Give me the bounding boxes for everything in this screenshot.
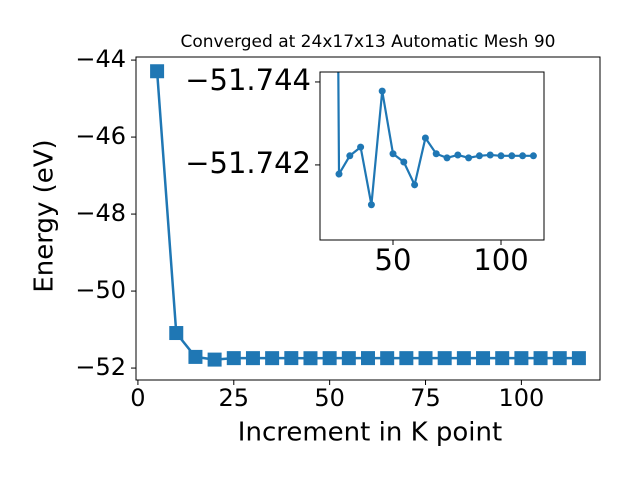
y-tick-label: −48 xyxy=(75,199,126,227)
data-point xyxy=(341,351,356,366)
data-point xyxy=(508,152,516,160)
x-tick-label: 25 xyxy=(219,384,250,412)
data-point xyxy=(533,351,548,366)
data-point xyxy=(497,152,505,160)
plot-area xyxy=(335,72,537,209)
data-point xyxy=(519,152,527,160)
data-point xyxy=(389,150,397,158)
x-tick-label: 50 xyxy=(314,384,345,412)
data-point xyxy=(207,352,222,367)
data-point xyxy=(465,154,473,162)
x-axis-label: Increment in K point xyxy=(238,418,502,448)
data-point xyxy=(552,351,567,366)
y-tick-label: −44 xyxy=(75,45,126,73)
data-point xyxy=(367,201,375,209)
data-point xyxy=(226,351,241,366)
x-tick-label: 50 xyxy=(375,243,412,277)
data-point xyxy=(437,351,452,366)
data-point xyxy=(529,152,537,160)
y-tick-label: −51.744 xyxy=(185,63,311,97)
data-point xyxy=(432,150,440,158)
data-point xyxy=(335,170,343,178)
data-point xyxy=(443,154,451,162)
data-point xyxy=(150,64,165,79)
data-point xyxy=(399,351,414,366)
data-point xyxy=(357,143,365,151)
x-tick-label: 100 xyxy=(473,243,528,277)
data-point xyxy=(265,351,280,366)
x-tick-label: 0 xyxy=(130,384,145,412)
data-point xyxy=(454,151,462,159)
data-point xyxy=(411,181,419,189)
axes-frame xyxy=(135,56,601,381)
data-point xyxy=(169,326,184,341)
x-tick-label: 75 xyxy=(410,384,441,412)
y-tick-label: −50 xyxy=(75,276,126,304)
data-point xyxy=(380,351,395,366)
x-tick-label: 100 xyxy=(498,384,544,412)
data-point xyxy=(284,351,299,366)
axes-frame xyxy=(319,71,545,241)
data-point xyxy=(456,351,471,366)
chart-title: Converged at 24x17x13 Automatic Mesh 90 xyxy=(181,32,556,52)
y-tick-label: −46 xyxy=(75,122,126,150)
data-point xyxy=(418,351,433,366)
y-tick-label: −51.742 xyxy=(185,146,311,180)
data-point xyxy=(303,351,318,366)
data-point xyxy=(495,351,510,366)
data-point xyxy=(322,351,337,366)
data-point xyxy=(361,351,375,366)
data-point xyxy=(378,87,386,95)
data-point xyxy=(400,158,408,166)
data-point xyxy=(475,152,483,160)
data-point xyxy=(245,351,260,366)
plot-area xyxy=(150,64,586,367)
data-point xyxy=(421,134,429,142)
y-tick-label: −52 xyxy=(75,353,126,381)
data-point xyxy=(476,351,491,366)
data-point xyxy=(514,351,529,366)
y-axis-label: Energy (eV) xyxy=(30,139,60,292)
data-point xyxy=(571,351,586,366)
data-point xyxy=(346,152,354,160)
data-point xyxy=(188,349,203,364)
data-point xyxy=(486,151,494,159)
